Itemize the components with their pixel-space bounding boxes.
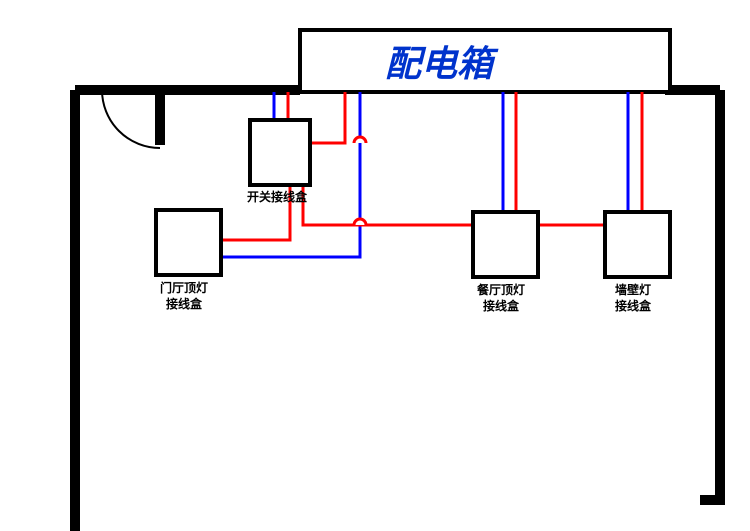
- hall_light-box: [156, 210, 221, 275]
- switch_box-label: 开关接线盒: [247, 190, 307, 206]
- wall_light-label: 墙壁灯接线盒: [615, 283, 651, 314]
- switch_box-box: [250, 120, 310, 185]
- wiring-diagram: [0, 0, 750, 531]
- wall_light-box: [605, 212, 670, 277]
- dining_light-box: [473, 212, 538, 277]
- dining_light-label: 餐厅顶灯接线盒: [477, 283, 525, 314]
- junction-boxes: [156, 120, 670, 277]
- distribution-panel-label: 配电箱: [385, 35, 493, 87]
- hall_light-label: 门厅顶灯接线盒: [160, 281, 208, 312]
